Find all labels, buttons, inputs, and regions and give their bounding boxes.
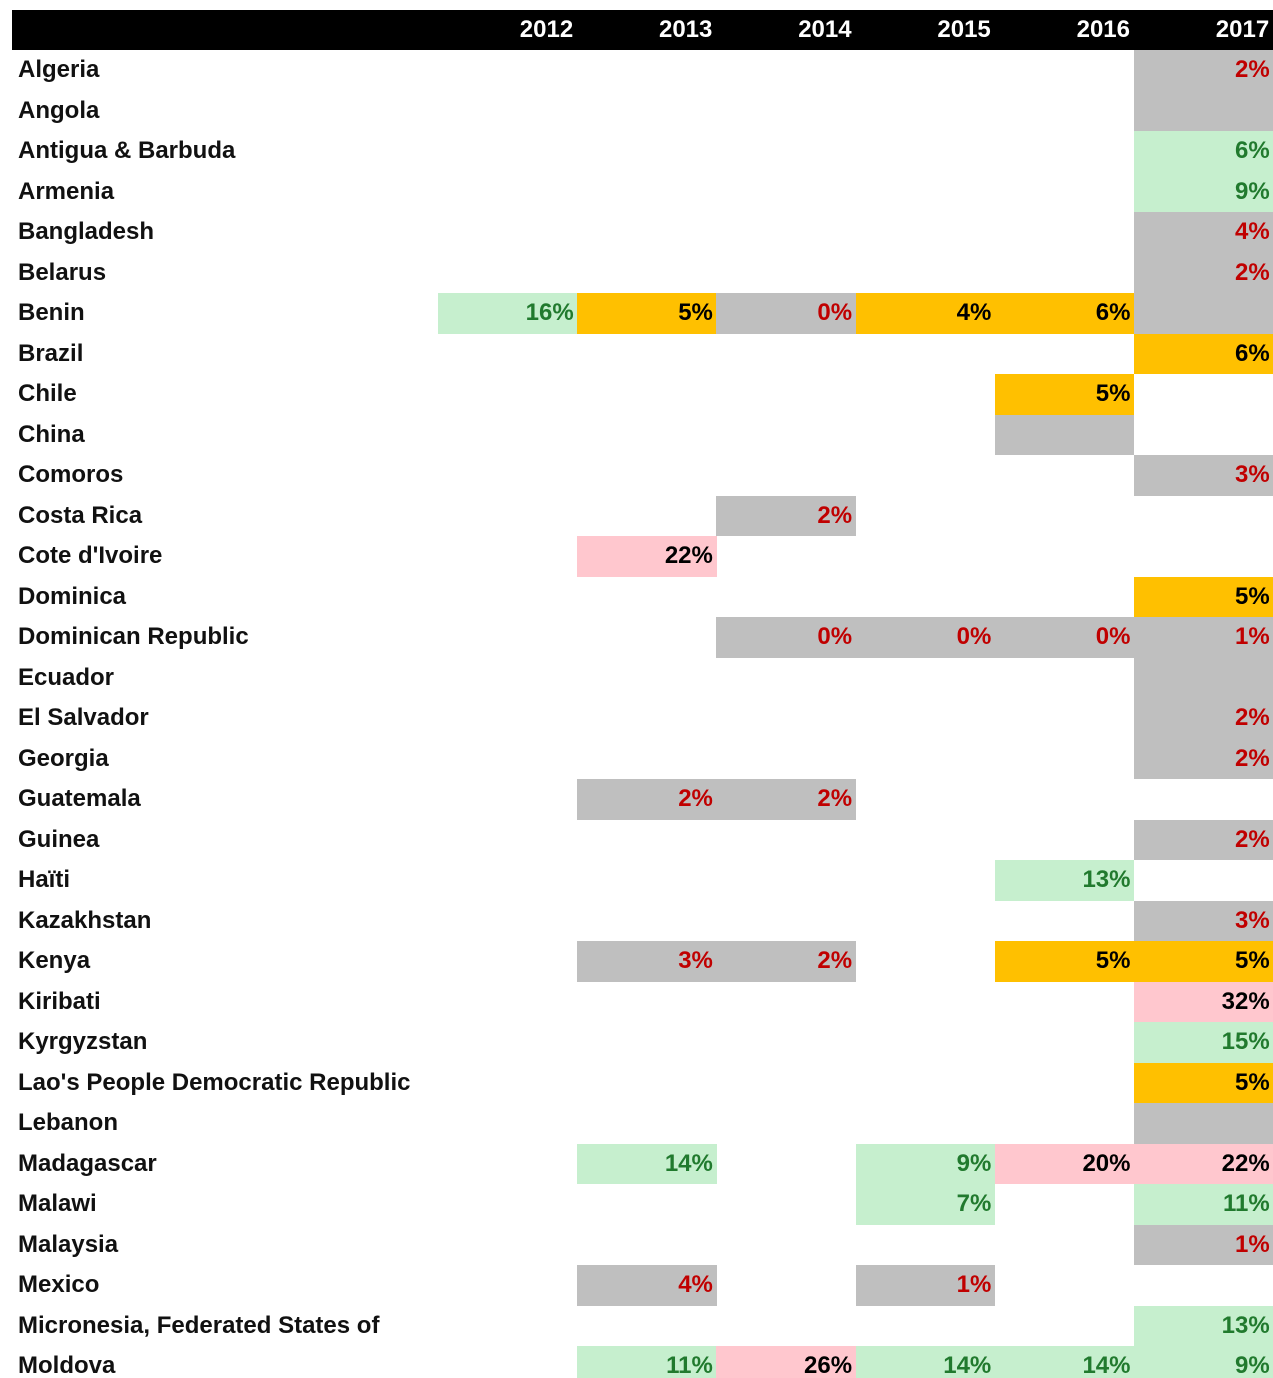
column-header: 2015: [855, 10, 995, 50]
value-cell: 13%: [1134, 1305, 1273, 1346]
value-cell: 22%: [1134, 1143, 1273, 1184]
country-name: Guinea: [18, 825, 100, 853]
value-cell: 0%: [716, 617, 857, 658]
country-name: Haïti: [18, 866, 71, 893]
country-name: Lebanon: [18, 1109, 118, 1136]
value-cell: 11%: [1134, 1184, 1273, 1225]
country-name: Dominica: [18, 582, 127, 610]
country-name: Belarus: [18, 258, 107, 286]
value-cell: 6%: [1134, 131, 1273, 172]
country-name: Cote d'Ivoire: [18, 542, 163, 569]
value-cell: 4%: [855, 293, 996, 334]
value-cell: 0%: [994, 617, 1135, 658]
value-cell: 5%: [1134, 1062, 1273, 1103]
country-name: Madagascar: [18, 1149, 157, 1177]
country-name: Malaysia: [18, 1230, 119, 1258]
value-cell: 15%: [1134, 1022, 1273, 1063]
country-name: Lao's People Democratic Republic: [18, 1068, 411, 1096]
value-cell: 4%: [577, 1265, 717, 1306]
country-name: Mexico: [18, 1271, 100, 1298]
value-cell: 5%: [1134, 941, 1273, 982]
column-header: 2016: [994, 10, 1134, 50]
country-name: Armenia: [18, 177, 115, 205]
country-name: Comoros: [18, 461, 124, 488]
country-name: Angola: [18, 96, 100, 124]
value-cell: 2%: [1134, 252, 1273, 293]
country-name: Moldova: [18, 1352, 116, 1378]
value-cell: 1%: [855, 1265, 996, 1306]
value-cell: 32%: [1134, 981, 1273, 1022]
country-name: Kyrgyzstan: [18, 1028, 148, 1055]
country-name: Ecuador: [18, 663, 115, 691]
value-cell: [1134, 1103, 1273, 1144]
value-cell: 2%: [716, 495, 857, 536]
value-cell: 6%: [1134, 333, 1273, 374]
value-cell: 14%: [994, 1346, 1135, 1378]
value-cell: 9%: [1134, 1346, 1273, 1378]
value-cell: 2%: [716, 941, 857, 982]
column-header: 2012: [438, 10, 578, 50]
country-name: Benin: [18, 299, 85, 326]
value-cell: [994, 414, 1135, 455]
value-cell: 3%: [1134, 455, 1273, 496]
value-cell: 13%: [994, 860, 1135, 901]
country-name: China: [18, 420, 85, 448]
value-cell: [1134, 657, 1273, 698]
value-cell: 3%: [1134, 900, 1273, 941]
country-name: El Salvador: [18, 704, 149, 731]
value-cell: 22%: [577, 536, 717, 577]
value-cell: 20%: [994, 1143, 1135, 1184]
value-cell: 0%: [716, 293, 857, 334]
country-name: Kiribati: [18, 987, 101, 1015]
value-cell: 2%: [716, 779, 857, 820]
value-cell: 4%: [1134, 212, 1273, 253]
value-cell: 16%: [438, 293, 578, 334]
value-cell: 2%: [1134, 819, 1273, 860]
value-cell: 1%: [1134, 1224, 1273, 1265]
value-cell: 6%: [994, 293, 1135, 334]
value-cell: 9%: [1134, 171, 1273, 212]
value-cell: 2%: [1134, 738, 1273, 779]
value-cell: 3%: [577, 941, 717, 982]
value-cell: 2%: [1134, 50, 1273, 91]
column-header: 2013: [577, 10, 717, 50]
value-cell: 5%: [994, 941, 1135, 982]
value-cell: 26%: [716, 1346, 857, 1378]
value-cell: 9%: [855, 1143, 996, 1184]
value-cell: [1134, 293, 1273, 334]
country-name: Malawi: [18, 1190, 97, 1217]
value-cell: 0%: [855, 617, 996, 658]
value-cell: 7%: [855, 1184, 996, 1225]
country-name: Brazil: [18, 339, 84, 367]
value-cell: 11%: [577, 1346, 717, 1378]
country-name: Kazakhstan: [18, 906, 152, 934]
country-name: Antigua & Barbuda: [18, 137, 236, 164]
value-cell: 2%: [1134, 698, 1273, 739]
value-cell: [1134, 90, 1273, 131]
country-name: Bangladesh: [18, 218, 155, 245]
column-header: 2017: [1134, 10, 1273, 50]
country-name: Dominican Republic: [18, 623, 249, 650]
value-cell: 2%: [577, 779, 717, 820]
value-cell: 5%: [994, 374, 1135, 415]
country-name: Chile: [18, 380, 77, 407]
country-name: Kenya: [18, 947, 91, 974]
value-cell: 5%: [577, 293, 717, 334]
country-name: Algeria: [18, 56, 100, 83]
country-name: Costa Rica: [18, 501, 143, 529]
column-header: 2014: [716, 10, 856, 50]
country-name: Micronesia, Federated States of: [18, 1311, 380, 1339]
value-cell: 5%: [1134, 576, 1273, 617]
country-name: Guatemala: [18, 785, 141, 812]
value-cell: 14%: [855, 1346, 996, 1378]
country-name: Georgia: [18, 744, 109, 772]
value-cell: 14%: [577, 1143, 717, 1184]
value-cell: 1%: [1134, 617, 1273, 658]
